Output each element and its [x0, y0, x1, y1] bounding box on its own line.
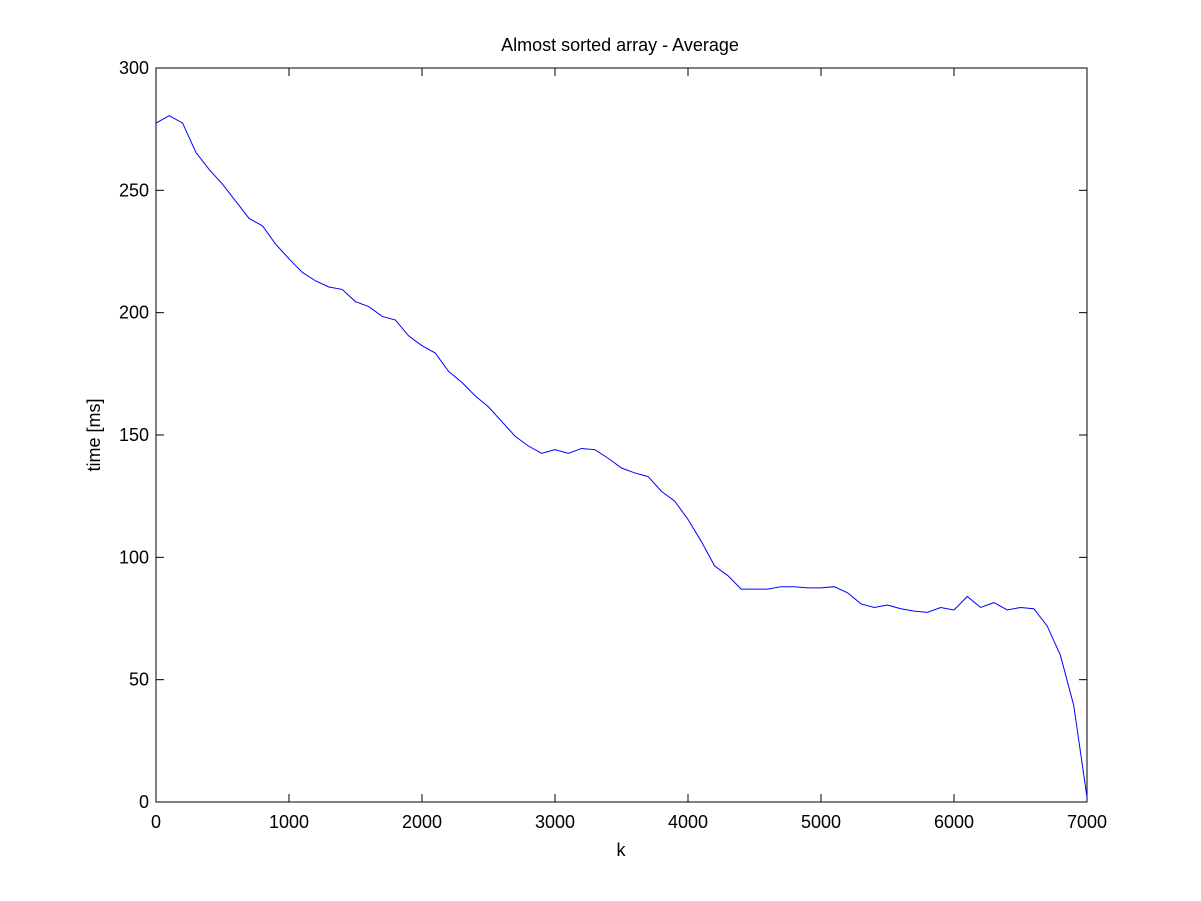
series-line	[155, 115, 1088, 798]
y-tick-labels: 0 50 100 150 200 250 300	[119, 58, 149, 812]
series-layer	[155, 115, 1088, 798]
x-tick-label: 0	[151, 812, 161, 832]
plot-frame	[155, 67, 1088, 803]
x-tick-labels: 0 1000 2000 3000 4000 5000 6000 7000	[151, 812, 1107, 832]
x-tick-label: 6000	[934, 812, 974, 832]
y-tick-label: 50	[129, 670, 149, 690]
y-tick-label: 150	[119, 425, 149, 445]
y-tick-label: 100	[119, 547, 149, 567]
x-tick-label: 5000	[801, 812, 841, 832]
y-tick-label: 0	[139, 792, 149, 812]
x-tick-label: 4000	[668, 812, 708, 832]
axis-ticks	[155, 67, 1088, 803]
y-axis-label: time [ms]	[84, 398, 104, 471]
x-tick-label: 3000	[535, 812, 575, 832]
y-tick-label: 200	[119, 303, 149, 323]
chart-title: Almost sorted array - Average	[501, 35, 739, 55]
x-tick-label: 1000	[269, 812, 309, 832]
x-tick-label: 2000	[402, 812, 442, 832]
plot-area	[155, 67, 1088, 803]
x-tick-label: 7000	[1067, 812, 1107, 832]
y-tick-label: 250	[119, 180, 149, 200]
y-tick-label: 300	[119, 58, 149, 78]
x-axis-label: k	[617, 840, 627, 860]
